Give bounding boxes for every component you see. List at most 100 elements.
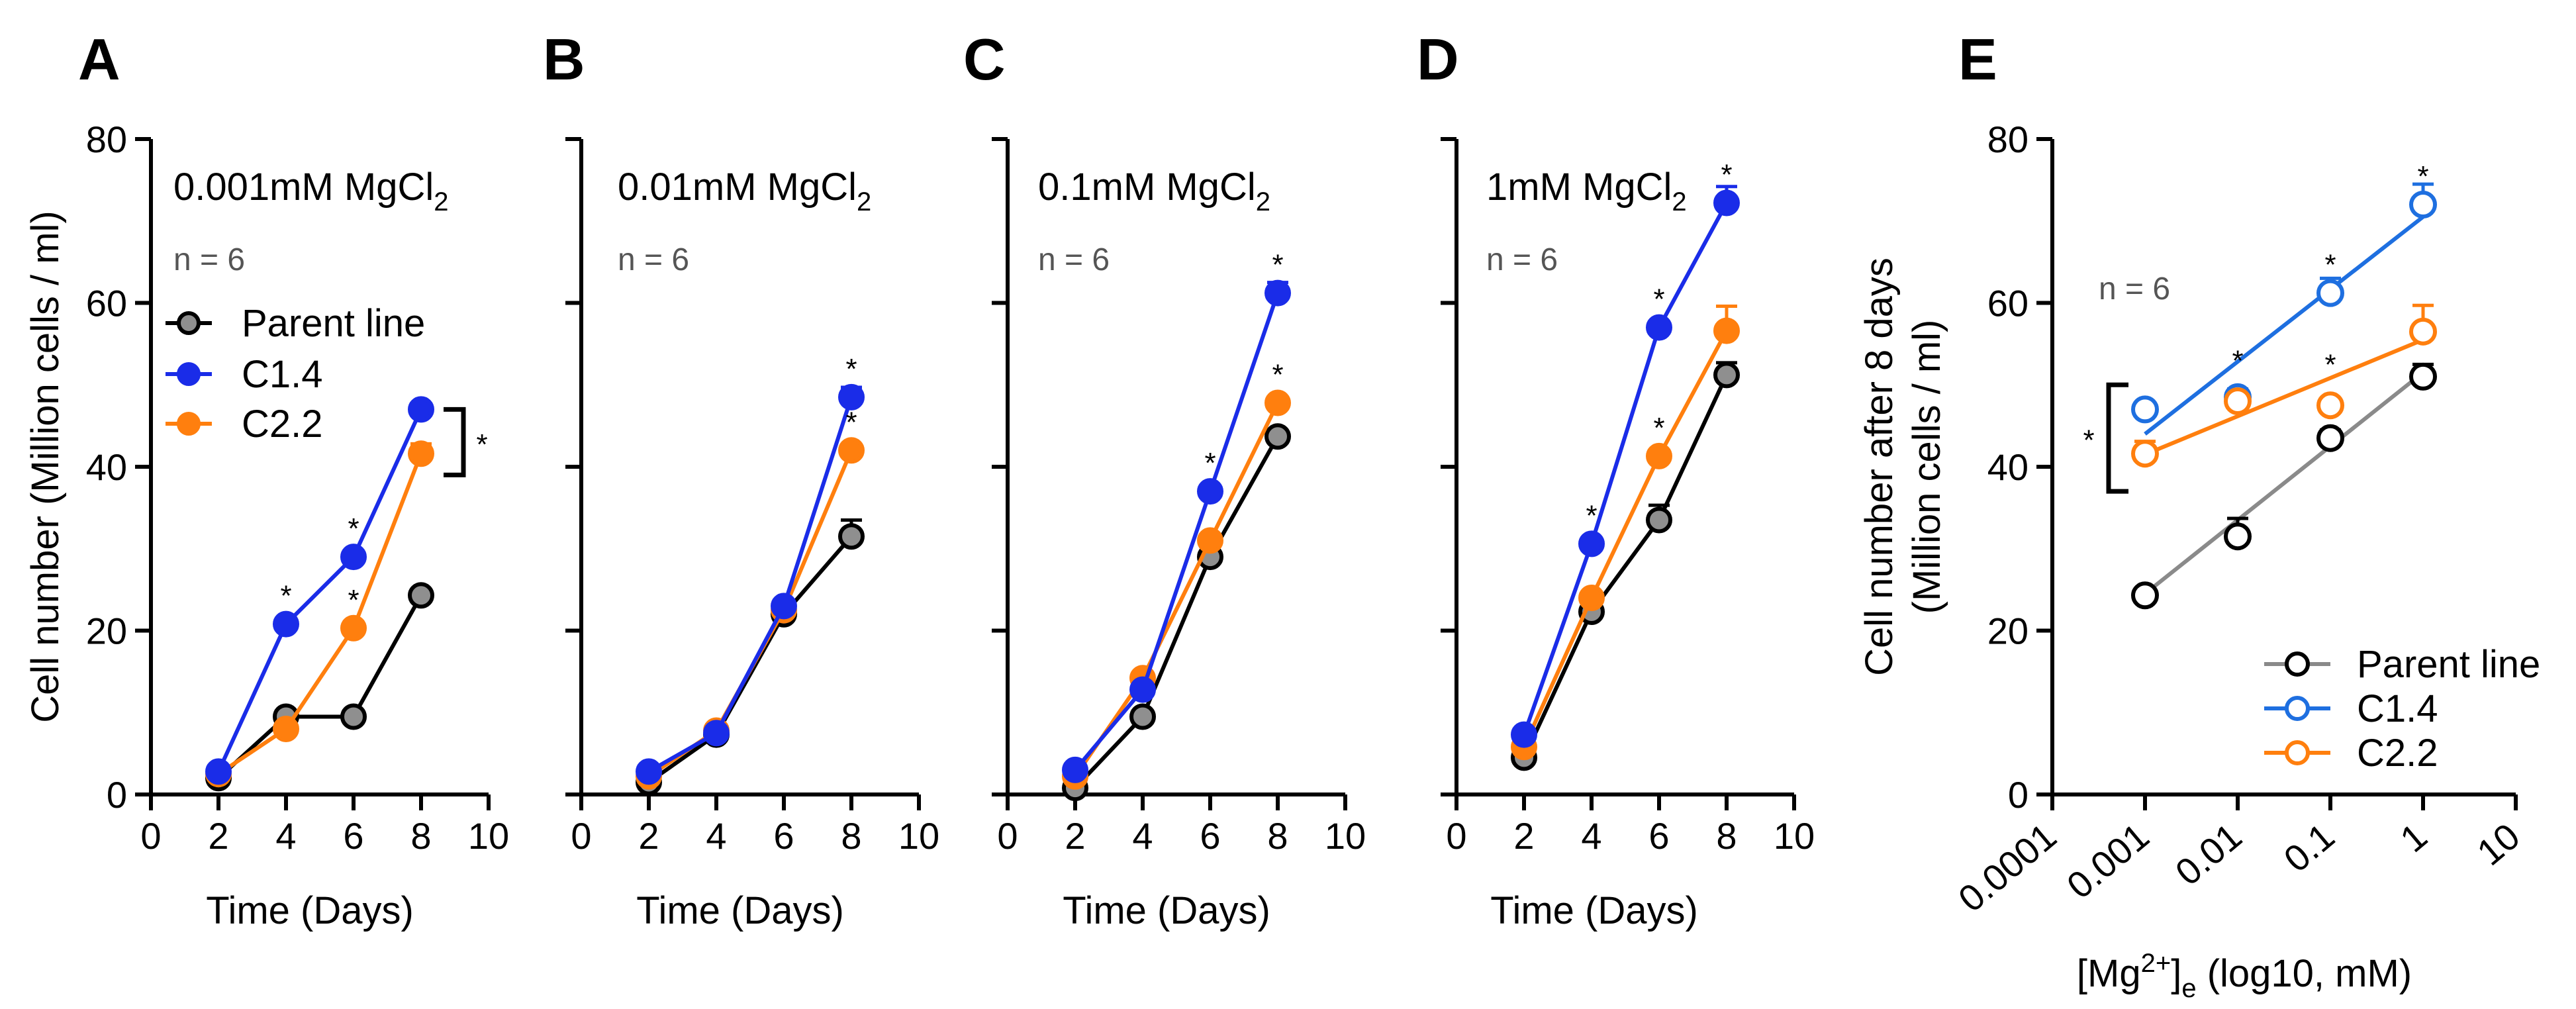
legend-parent-line-label: Parent line	[242, 302, 425, 345]
panel-e-point-c2-2	[2131, 440, 2159, 468]
panel-c-point-c1-4	[1062, 756, 1088, 783]
panel-letter-a: A	[78, 26, 120, 92]
panel-e-x-tick-label: 0.1	[2276, 815, 2342, 880]
panel-e-x-tick-label: 0.0001	[1950, 815, 2064, 920]
panel-a-significance-star: *	[348, 584, 359, 616]
panel-letter-d: D	[1417, 26, 1459, 92]
panel-b-point-c1-4	[636, 758, 662, 785]
panel-c-title: 0.1mM MgCl2	[1038, 166, 1270, 216]
panel-a-significance-star: *	[280, 580, 291, 612]
panel-c-x-tick-label: 4	[1132, 815, 1153, 857]
panel-e-point-parent-line	[2224, 522, 2252, 551]
legend-e-parent-line-label: Parent line	[2357, 643, 2540, 686]
panel-b-n-label: n = 6	[618, 242, 689, 277]
panel-c-point-parent-line	[1129, 703, 1156, 730]
panel-c-significance-star: *	[1204, 447, 1216, 479]
panel-e-series-c2-2	[2131, 303, 2437, 468]
panel-a-significance-star: *	[348, 512, 359, 545]
panel-c-point-c1-4	[1264, 279, 1291, 307]
panel-e-fit-line-c1-4	[2144, 215, 2424, 436]
panel-a-x-axis-title: Time (Days)	[206, 889, 414, 932]
panel-e-bracket-shape	[2106, 382, 2128, 494]
panel-e-significance-star: *	[2324, 249, 2336, 281]
panel-d-series-c1-4	[1511, 185, 1740, 748]
panel-d-point-parent-line	[1646, 506, 1672, 534]
panel-d-x-axis-title: Time (Days)	[1490, 889, 1698, 932]
panel-e-significance-star: *	[2417, 160, 2428, 193]
panel-c-point-c2-2	[1264, 389, 1291, 416]
panel-d-x-tick-label: 0	[1446, 815, 1466, 857]
panel-e: E n = 6 Cell number after 8 days (Millio…	[1858, 26, 2540, 1003]
panel-e-y-tick-label: 0	[2008, 774, 2028, 816]
panel-c-series-c1-4	[1062, 279, 1291, 783]
panel-b-x-tick-label: 2	[638, 815, 659, 857]
panel-d-axes: 0 2 4 6 8 10 * * * *	[1441, 137, 1815, 857]
panel-letter-c: C	[963, 26, 1006, 92]
panel-a-point-parent-line	[408, 582, 434, 609]
panel-e-y-tick-label: 40	[1987, 446, 2028, 488]
panel-c-x-tick-label: 2	[1065, 815, 1085, 857]
panel-e-y-axis-title-line1: Cell number after 8 days	[1858, 258, 1901, 676]
panel-c-significance-star: *	[1272, 358, 1283, 391]
panel-a-series-c2-2	[205, 440, 434, 788]
panel-e-y-tick-label: 80	[1987, 119, 2028, 160]
panel-e-x-tick-label: 1	[2392, 815, 2434, 860]
panel-a: A 0.001mM MgCl2 n = 6 Time (Days) Cell n…	[24, 26, 509, 932]
panel-d-line-c2-2	[1522, 330, 1729, 748]
panel-a-point-parent-line	[340, 703, 367, 730]
panel-a-x-tick-label: 8	[410, 815, 431, 857]
legend-c1-4-marker	[177, 362, 201, 386]
panel-e-point-c2-2	[2316, 391, 2344, 420]
panel-a-point-c2-2	[273, 716, 299, 742]
panel-b-significance-star: *	[845, 353, 857, 385]
panel-a-axes: 0 20 40 60 80 0 2 4 6 8 10 * * *	[86, 119, 509, 857]
panel-a-y-tick-label: 60	[86, 283, 127, 324]
panel-b-point-c1-4	[838, 383, 865, 410]
legend-e-item-c1-4: C1.4	[2264, 687, 2438, 730]
panel-a-x-tick-label: 6	[343, 815, 363, 857]
panel-a-line-c2-2	[217, 453, 423, 776]
panel-c-x-tick-label: 6	[1200, 815, 1220, 857]
legend-e-parent-line-marker	[2285, 651, 2310, 677]
legend-e-c1-4-label: C1.4	[2357, 687, 2438, 730]
panel-e-y-tick-label: 60	[1987, 283, 2028, 324]
panel-letter-b: B	[543, 26, 585, 92]
panel-c-line-c1-4	[1073, 292, 1280, 771]
legend-item-c1-4: C1.4	[166, 353, 323, 396]
panel-c-point-c2-2	[1197, 527, 1223, 554]
panel-c-significance-star: *	[1272, 249, 1283, 281]
panel-e-significance-star: *	[2324, 349, 2336, 381]
panel-a-x-tick-label: 2	[208, 815, 228, 857]
panel-e-n-label: n = 6	[2099, 271, 2170, 307]
panel-d-point-c1-4	[1646, 314, 1672, 341]
panel-a-point-c2-2	[408, 440, 434, 467]
panel-letter-e: E	[1958, 26, 1997, 92]
legend-item-c2-2: C2.2	[166, 403, 323, 446]
panel-d-x-tick-label: 2	[1513, 815, 1534, 857]
panel-d-point-c2-2	[1713, 317, 1740, 344]
panel-a-x-tick-label: 10	[468, 815, 509, 857]
panel-b-significance-star: *	[845, 406, 857, 438]
panel-b-point-parent-line	[838, 523, 865, 550]
panel-d-significance-star: *	[1721, 159, 1732, 191]
panel-d-series-c2-2	[1511, 304, 1740, 761]
panel-b-series-c1-4	[636, 383, 865, 785]
panel-d-line-parent-line	[1522, 374, 1729, 759]
panel-d-significance-star: *	[1653, 412, 1664, 444]
panel-b-x-tick-label: 10	[898, 815, 939, 857]
panel-e-point-c2-2	[2409, 317, 2437, 346]
panel-e-y-axis-title-line2: (Million cells / ml)	[1905, 320, 1948, 614]
panel-b-x-axis-title: Time (Days)	[636, 889, 844, 932]
panel-e-x-tick-label: 0.01	[2168, 815, 2250, 893]
panel-a-significance-bracket: *	[444, 407, 488, 477]
panel-d-title: 1mM MgCl2	[1486, 166, 1687, 216]
panel-d-point-c1-4	[1578, 530, 1605, 557]
panel-a-y-axis-title: Cell number (Million cells / ml)	[24, 211, 67, 722]
panel-d-series-parent-line	[1511, 361, 1740, 771]
panel-a-point-c1-4	[273, 610, 299, 638]
panel-b-x-tick-label: 6	[773, 815, 794, 857]
panel-e-significance-bracket: *	[2083, 382, 2128, 494]
panel-d-point-c2-2	[1578, 585, 1605, 611]
legend-c2-2-marker	[177, 412, 201, 436]
